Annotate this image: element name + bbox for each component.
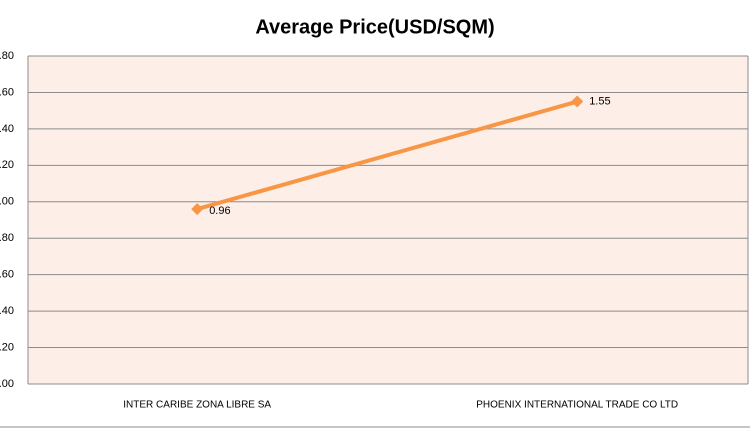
plot-area	[28, 56, 748, 384]
y-tick-label: 0.40	[0, 305, 14, 317]
y-tick-label: 0.00	[0, 378, 14, 390]
data-label: 0.96	[209, 205, 230, 217]
y-tick-label: 0.20	[0, 341, 14, 353]
y-tick-label: 1.40	[0, 123, 14, 135]
y-tick-label: 0.80	[0, 232, 14, 244]
chart-title: Average Price(USD/SQM)	[255, 16, 494, 38]
x-tick-label: PHOENIX INTERNATIONAL TRADE CO LTD	[476, 400, 678, 411]
y-tick-label: 0.60	[0, 269, 14, 281]
y-tick-label: 1.00	[0, 196, 14, 208]
y-tick-label: 1.20	[0, 159, 14, 171]
marker	[571, 95, 584, 108]
x-tick-label: INTER CARIBE ZONA LIBRE SA	[123, 400, 271, 411]
series-line	[196, 99, 578, 211]
data-label: 1.55	[589, 95, 610, 107]
y-tick-label: 1.60	[0, 86, 14, 98]
y-tick-label: 1.80	[0, 50, 14, 62]
marker	[191, 203, 204, 216]
